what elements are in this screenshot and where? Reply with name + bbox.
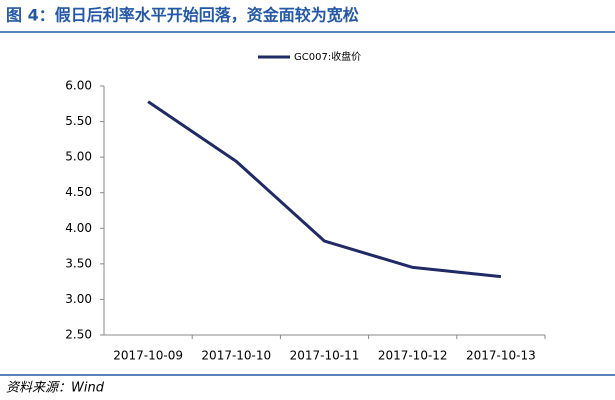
y-tick-label: 4.50 — [65, 185, 92, 199]
y-tick-label: 2.50 — [65, 328, 92, 342]
x-tick-label: 2017-10-10 — [201, 349, 271, 363]
y-tick-label: 3.50 — [65, 256, 92, 270]
x-tick-label: 2017-10-09 — [113, 349, 183, 363]
x-tick-label: 2017-10-12 — [378, 349, 448, 363]
y-tick-label: 6.00 — [65, 79, 92, 93]
y-tick-label: 5.50 — [65, 114, 92, 128]
y-tick-label: 4.00 — [65, 221, 92, 235]
data-line — [147, 100, 502, 279]
y-tick-label: 3.00 — [65, 292, 92, 306]
chart-title: 图 4：假日后利率水平开始回落，资金面较为宽松 — [6, 6, 359, 25]
x-tick-label: 2017-10-11 — [290, 349, 360, 363]
legend-label: GC007:收盘价 — [294, 50, 361, 63]
x-tick-label: 2017-10-13 — [466, 349, 536, 363]
y-tick-label: 5.00 — [65, 150, 92, 164]
source: 资料来源：Wind — [6, 381, 105, 396]
